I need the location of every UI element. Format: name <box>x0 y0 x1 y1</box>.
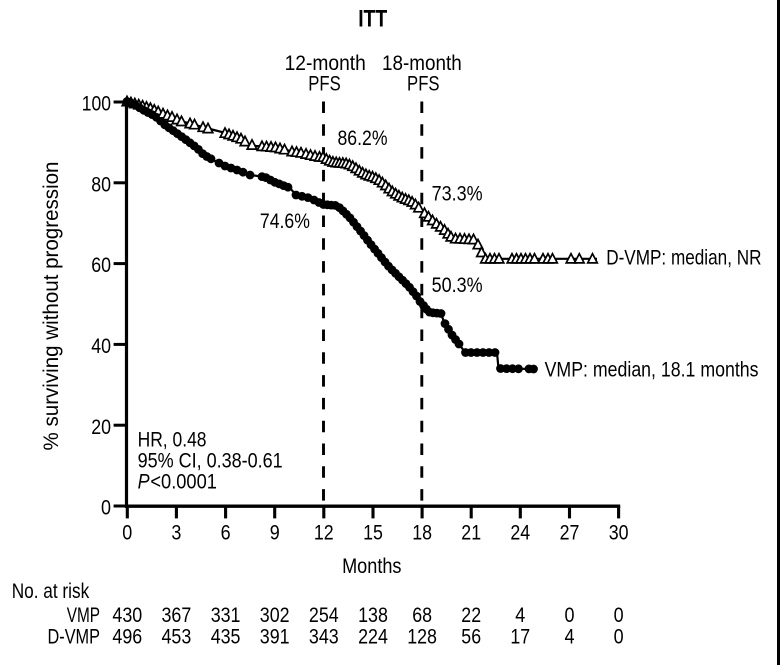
svg-text:ITT: ITT <box>358 6 387 33</box>
svg-text:6: 6 <box>221 520 231 544</box>
svg-text:24: 24 <box>510 520 530 544</box>
svg-text:95% CI, 0.38-0.61: 95% CI, 0.38-0.61 <box>138 449 283 473</box>
svg-text:430: 430 <box>112 603 142 627</box>
svg-text:30: 30 <box>609 520 629 544</box>
svg-text:27: 27 <box>560 520 580 544</box>
svg-text:367: 367 <box>162 603 192 627</box>
svg-text:D-VMP: D-VMP <box>48 625 101 649</box>
svg-text:4: 4 <box>515 603 525 627</box>
svg-text:12-month: 12-month <box>285 51 366 75</box>
svg-text:68: 68 <box>412 603 432 627</box>
svg-text:496: 496 <box>112 625 142 649</box>
svg-text:17: 17 <box>510 625 530 649</box>
svg-text:% surviving without progressio: % surviving without progression <box>39 162 63 451</box>
svg-text:40: 40 <box>91 334 111 358</box>
svg-text:0: 0 <box>614 603 624 627</box>
svg-text:No. at risk: No. at risk <box>12 579 90 603</box>
svg-text:453: 453 <box>162 625 192 649</box>
svg-text:12: 12 <box>314 520 334 544</box>
svg-text:21: 21 <box>461 520 481 544</box>
svg-text:86.2%: 86.2% <box>338 126 388 150</box>
svg-text:224: 224 <box>358 625 388 649</box>
svg-text:80: 80 <box>91 172 111 196</box>
svg-text:D-VMP: median, NR: D-VMP: median, NR <box>606 245 761 269</box>
svg-text:435: 435 <box>211 625 241 649</box>
svg-text:22: 22 <box>461 603 481 627</box>
svg-text:3: 3 <box>171 520 181 544</box>
svg-text:PFS: PFS <box>407 72 440 96</box>
svg-text:9: 9 <box>270 520 280 544</box>
svg-text:50.3%: 50.3% <box>432 273 483 297</box>
svg-text:0: 0 <box>101 496 111 520</box>
svg-text:138: 138 <box>358 603 388 627</box>
svg-text:15: 15 <box>363 520 383 544</box>
svg-text:331: 331 <box>211 603 241 627</box>
svg-text:100: 100 <box>82 92 111 116</box>
svg-text:18-month: 18-month <box>382 51 462 75</box>
svg-text:HR, 0.48: HR, 0.48 <box>138 428 207 452</box>
svg-text:343: 343 <box>309 625 339 649</box>
svg-text:PFS: PFS <box>308 72 341 96</box>
svg-text:P: P <box>138 470 151 494</box>
svg-text:56: 56 <box>461 625 481 649</box>
svg-text:18: 18 <box>412 520 432 544</box>
svg-text:391: 391 <box>260 625 290 649</box>
svg-text:4: 4 <box>565 625 575 649</box>
svg-text:73.3%: 73.3% <box>432 181 483 205</box>
svg-text:0: 0 <box>565 603 575 627</box>
svg-text:74.6%: 74.6% <box>260 209 310 233</box>
svg-text:Months: Months <box>342 554 401 578</box>
svg-text:128: 128 <box>407 625 437 649</box>
svg-text:0: 0 <box>122 520 132 544</box>
svg-text:254: 254 <box>309 603 339 627</box>
svg-text:302: 302 <box>260 603 290 627</box>
svg-text:<0.0001: <0.0001 <box>150 470 217 494</box>
svg-text:VMP: median, 18.1 months: VMP: median, 18.1 months <box>545 358 759 382</box>
svg-text:0: 0 <box>614 625 624 649</box>
svg-text:60: 60 <box>91 253 111 277</box>
svg-text:20: 20 <box>91 415 111 439</box>
svg-text:VMP: VMP <box>67 603 100 627</box>
